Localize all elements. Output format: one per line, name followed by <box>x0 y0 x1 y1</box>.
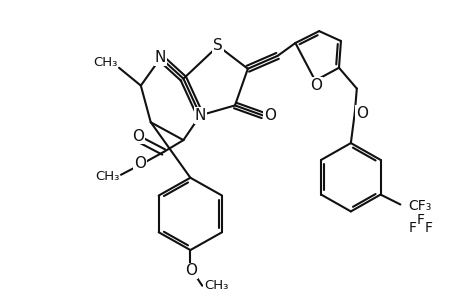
Text: F: F <box>423 221 431 235</box>
Text: O: O <box>185 263 197 278</box>
Text: O: O <box>132 129 144 144</box>
Text: CH₃: CH₃ <box>95 170 119 183</box>
Text: N: N <box>194 108 206 123</box>
Text: CH₃: CH₃ <box>203 279 228 292</box>
Text: O: O <box>263 108 275 123</box>
Text: F: F <box>408 221 415 235</box>
Text: O: O <box>134 156 146 171</box>
Text: CF₃: CF₃ <box>408 200 431 214</box>
Text: O: O <box>309 78 321 93</box>
Text: CH₃: CH₃ <box>93 56 117 69</box>
Text: O: O <box>355 106 367 121</box>
Text: S: S <box>213 38 223 53</box>
Text: N: N <box>155 50 166 65</box>
Text: F: F <box>415 213 423 227</box>
